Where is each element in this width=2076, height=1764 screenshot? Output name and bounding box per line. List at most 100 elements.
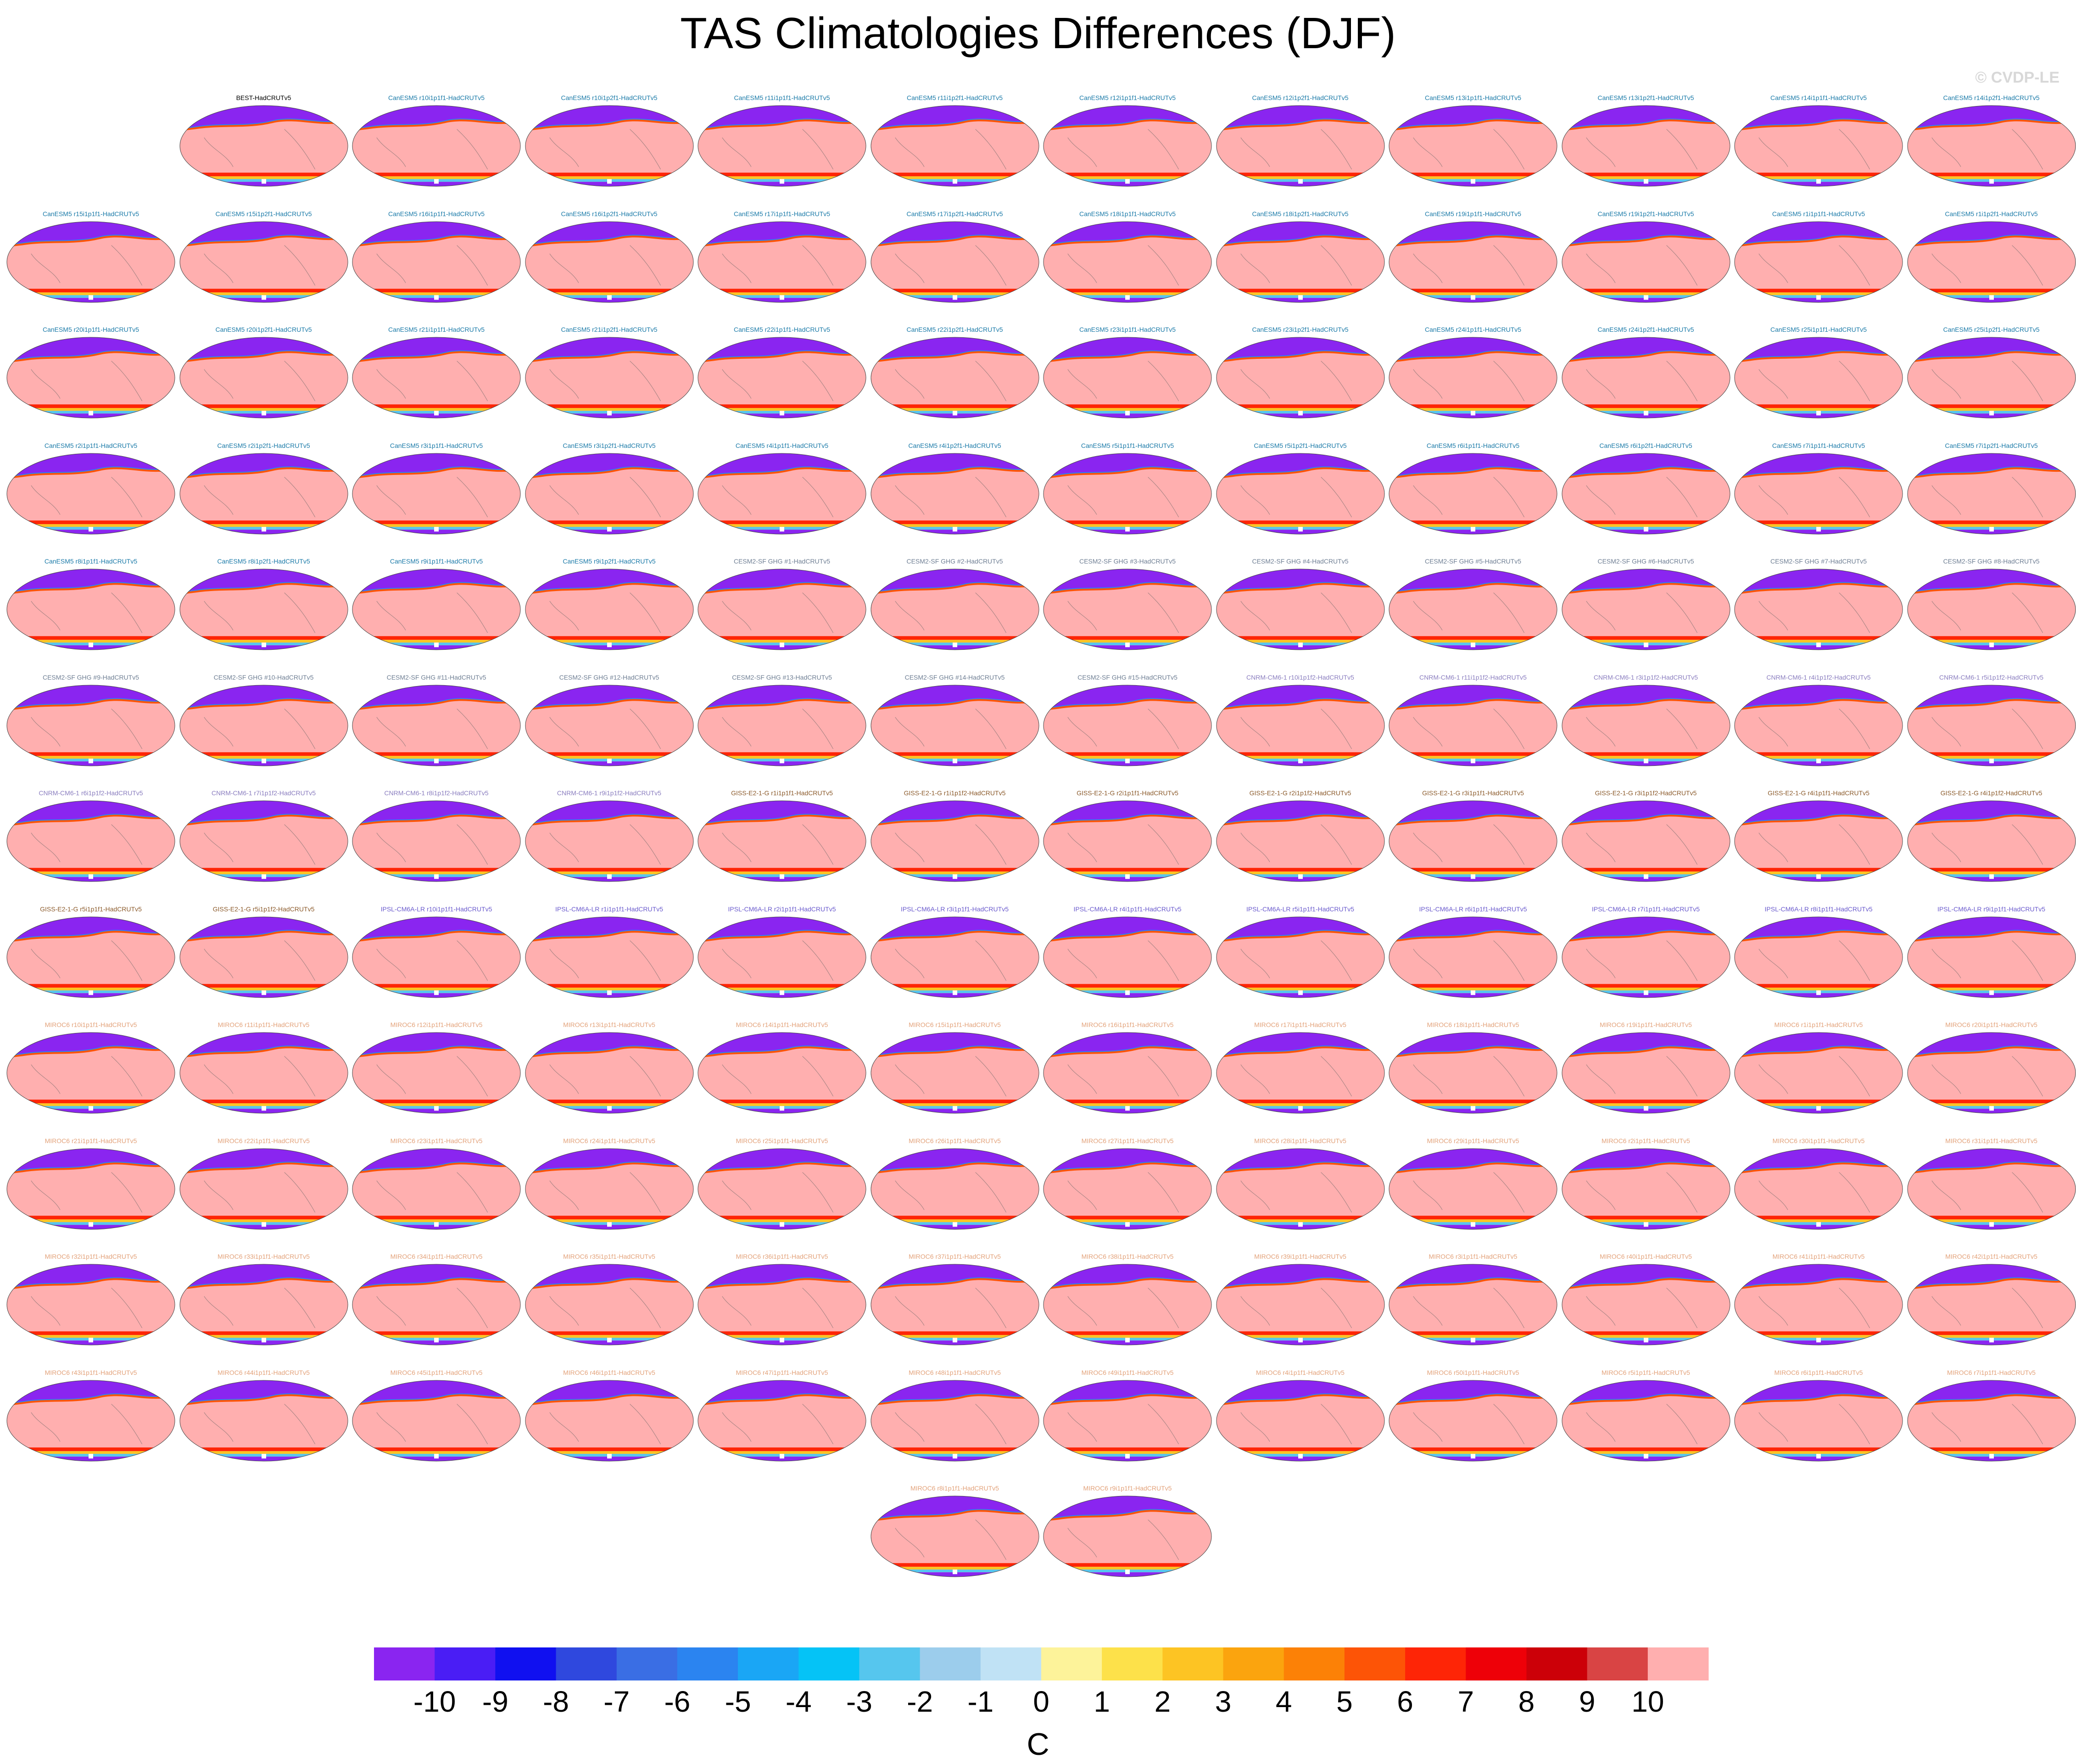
map-icon bbox=[1216, 800, 1384, 882]
map-panel: CanESM5 r22i1p1f1-HadCRUTv5 bbox=[697, 326, 867, 420]
map-panel: IPSL-CM6A-LR r2i1p1f1-HadCRUTv5 bbox=[697, 905, 867, 1000]
panel-title: MIROC6 r13i1p1f1-HadCRUTv5 bbox=[563, 1021, 655, 1028]
map-panel: CanESM5 r23i1p1f1-HadCRUTv5 bbox=[1042, 326, 1213, 420]
colorbar-swatch bbox=[1344, 1647, 1406, 1680]
map-icon bbox=[698, 916, 866, 998]
colorbar-swatch bbox=[556, 1647, 617, 1680]
colorbar-tick-label: -4 bbox=[786, 1685, 812, 1718]
map-icon bbox=[525, 337, 693, 419]
map-icon bbox=[698, 453, 866, 534]
colorbar-swatch bbox=[1284, 1647, 1345, 1680]
map-icon bbox=[1216, 569, 1384, 650]
map-panel: MIROC6 r49i1p1f1-HadCRUTv5 bbox=[1042, 1369, 1213, 1463]
map-icon bbox=[1562, 337, 1730, 419]
panel-title: CESM2-SF GHG #2-HadCRUTv5 bbox=[906, 558, 1003, 565]
map-panel: CNRM-CM6-1 r9i1p1f2-HadCRUTv5 bbox=[524, 789, 695, 884]
colorbar-swatch bbox=[616, 1647, 678, 1680]
colorbar-swatch bbox=[1102, 1647, 1163, 1680]
map-panel: CanESM5 r8i1p1f1-HadCRUTv5 bbox=[6, 558, 176, 652]
map-panel: MIROC6 r31i1p1f1-HadCRUTv5 bbox=[1906, 1137, 2076, 1232]
map-icon bbox=[698, 685, 866, 766]
panel-title: CanESM5 r8i1p2f1-HadCRUTv5 bbox=[217, 558, 310, 565]
map-panel: CESM2-SF GHG #3-HadCRUTv5 bbox=[1042, 558, 1213, 652]
map-panel: MIROC6 r46i1p1f1-HadCRUTv5 bbox=[524, 1369, 695, 1463]
panel-title: MIROC6 r14i1p1f1-HadCRUTv5 bbox=[736, 1021, 828, 1028]
panel-title: MIROC6 r7i1p1f1-HadCRUTv5 bbox=[1947, 1368, 2036, 1376]
map-panel: MIROC6 r23i1p1f1-HadCRUTv5 bbox=[351, 1137, 522, 1232]
map-panel: MIROC6 r50i1p1f1-HadCRUTv5 bbox=[1388, 1369, 1558, 1463]
map-icon bbox=[1043, 1496, 1212, 1577]
map-panel: CESM2-SF GHG #12-HadCRUTv5 bbox=[524, 674, 695, 768]
map-icon bbox=[871, 685, 1039, 766]
map-icon bbox=[525, 1032, 693, 1114]
map-icon bbox=[525, 453, 693, 534]
map-panel: CanESM5 r23i1p2f1-HadCRUTv5 bbox=[1215, 326, 1386, 420]
map-icon bbox=[1043, 1380, 1212, 1461]
map-icon bbox=[1907, 221, 2076, 302]
map-icon bbox=[871, 1148, 1039, 1229]
panel-title: MIROC6 r31i1p1f1-HadCRUTv5 bbox=[1945, 1137, 2037, 1144]
map-panel: CanESM5 r16i1p1f1-HadCRUTv5 bbox=[351, 210, 522, 305]
map-panel: CanESM5 r11i1p1f1-HadCRUTv5 bbox=[697, 94, 867, 189]
map-panel: GISS-E2-1-G r5i1p1f2-HadCRUTv5 bbox=[179, 905, 349, 1000]
map-panel: CanESM5 r17i1p2f1-HadCRUTv5 bbox=[870, 210, 1040, 305]
map-icon bbox=[6, 916, 175, 998]
panel-title: CanESM5 r9i1p1f1-HadCRUTv5 bbox=[390, 558, 483, 565]
colorbar-swatch bbox=[798, 1647, 859, 1680]
map-panel: CanESM5 r24i1p1f1-HadCRUTv5 bbox=[1388, 326, 1558, 420]
map-icon bbox=[871, 1380, 1039, 1461]
colorbar-tick-label: -8 bbox=[543, 1685, 569, 1718]
map-icon bbox=[1216, 916, 1384, 998]
map-icon bbox=[698, 337, 866, 419]
map-panel: GISS-E2-1-G r4i1p1f2-HadCRUTv5 bbox=[1906, 789, 2076, 884]
map-panel: CanESM5 r14i1p2f1-HadCRUTv5 bbox=[1906, 94, 2076, 189]
map-panel: CESM2-SF GHG #14-HadCRUTv5 bbox=[870, 674, 1040, 768]
colorbar-swatch bbox=[1647, 1647, 1709, 1680]
map-panel: CanESM5 r19i1p1f1-HadCRUTv5 bbox=[1388, 210, 1558, 305]
panel-title: GISS-E2-1-G r4i1p1f1-HadCRUTv5 bbox=[1768, 789, 1870, 797]
map-panel: MIROC6 r29i1p1f1-HadCRUTv5 bbox=[1388, 1137, 1558, 1232]
map-panel: GISS-E2-1-G r2i1p1f1-HadCRUTv5 bbox=[1042, 789, 1213, 884]
panel-title: MIROC6 r34i1p1f1-HadCRUTv5 bbox=[390, 1253, 483, 1260]
map-panel: CanESM5 r24i1p2f1-HadCRUTv5 bbox=[1561, 326, 1731, 420]
colorbar-tick-label: -2 bbox=[907, 1685, 933, 1718]
map-panel: MIROC6 r6i1p1f1-HadCRUTv5 bbox=[1733, 1369, 1904, 1463]
panel-title: MIROC6 r32i1p1f1-HadCRUTv5 bbox=[45, 1253, 137, 1260]
map-panel: CESM2-SF GHG #9-HadCRUTv5 bbox=[6, 674, 176, 768]
map-panel: CanESM5 r9i1p2f1-HadCRUTv5 bbox=[524, 558, 695, 652]
panel-title: CanESM5 r5i1p1f1-HadCRUTv5 bbox=[1081, 441, 1174, 449]
map-panel: MIROC6 r40i1p1f1-HadCRUTv5 bbox=[1561, 1253, 1731, 1347]
map-icon bbox=[525, 800, 693, 882]
colorbar-swatch bbox=[738, 1647, 799, 1680]
panel-title: CanESM5 r19i1p1f1-HadCRUTv5 bbox=[1424, 210, 1522, 218]
colorbar-tick-label: 4 bbox=[1276, 1685, 1292, 1718]
panel-title: CNRM-CM6-1 r3i1p1f2-HadCRUTv5 bbox=[1593, 673, 1698, 681]
map-icon bbox=[352, 453, 521, 534]
panel-title: CanESM5 r9i1p2f1-HadCRUTv5 bbox=[563, 558, 656, 565]
colorbar-tick-label: -10 bbox=[413, 1685, 456, 1718]
map-panel: MIROC6 r41i1p1f1-HadCRUTv5 bbox=[1733, 1253, 1904, 1347]
map-panel: CanESM5 r11i1p2f1-HadCRUTv5 bbox=[870, 94, 1040, 189]
panel-title: CanESM5 r3i1p2f1-HadCRUTv5 bbox=[563, 441, 656, 449]
map-icon bbox=[1043, 453, 1212, 534]
panel-title: CESM2-SF GHG #12-HadCRUTv5 bbox=[559, 673, 659, 681]
map-icon bbox=[1562, 685, 1730, 766]
map-panel: IPSL-CM6A-LR r1i1p1f1-HadCRUTv5 bbox=[524, 905, 695, 1000]
map-icon bbox=[179, 569, 348, 650]
map-icon bbox=[871, 569, 1039, 650]
panel-title: CESM2-SF GHG #13-HadCRUTv5 bbox=[732, 673, 832, 681]
map-icon bbox=[179, 1264, 348, 1345]
map-icon bbox=[1389, 337, 1557, 419]
map-panel: MIROC6 r35i1p1f1-HadCRUTv5 bbox=[524, 1253, 695, 1347]
colorbar-tick-label: -1 bbox=[967, 1685, 993, 1718]
map-icon bbox=[525, 1264, 693, 1345]
map-icon bbox=[1389, 221, 1557, 302]
panel-title: IPSL-CM6A-LR r4i1p1f1-HadCRUTv5 bbox=[1073, 905, 1182, 913]
map-icon bbox=[1562, 1380, 1730, 1461]
colorbar-tick-label: -6 bbox=[664, 1685, 690, 1718]
colorbar-tick-label: 2 bbox=[1155, 1685, 1171, 1718]
map-icon bbox=[1907, 1148, 2076, 1229]
map-icon bbox=[1043, 105, 1212, 187]
panel-title: CESM2-SF GHG #9-HadCRUTv5 bbox=[42, 673, 140, 681]
panel-title: CanESM5 r23i1p1f1-HadCRUTv5 bbox=[1079, 326, 1176, 333]
